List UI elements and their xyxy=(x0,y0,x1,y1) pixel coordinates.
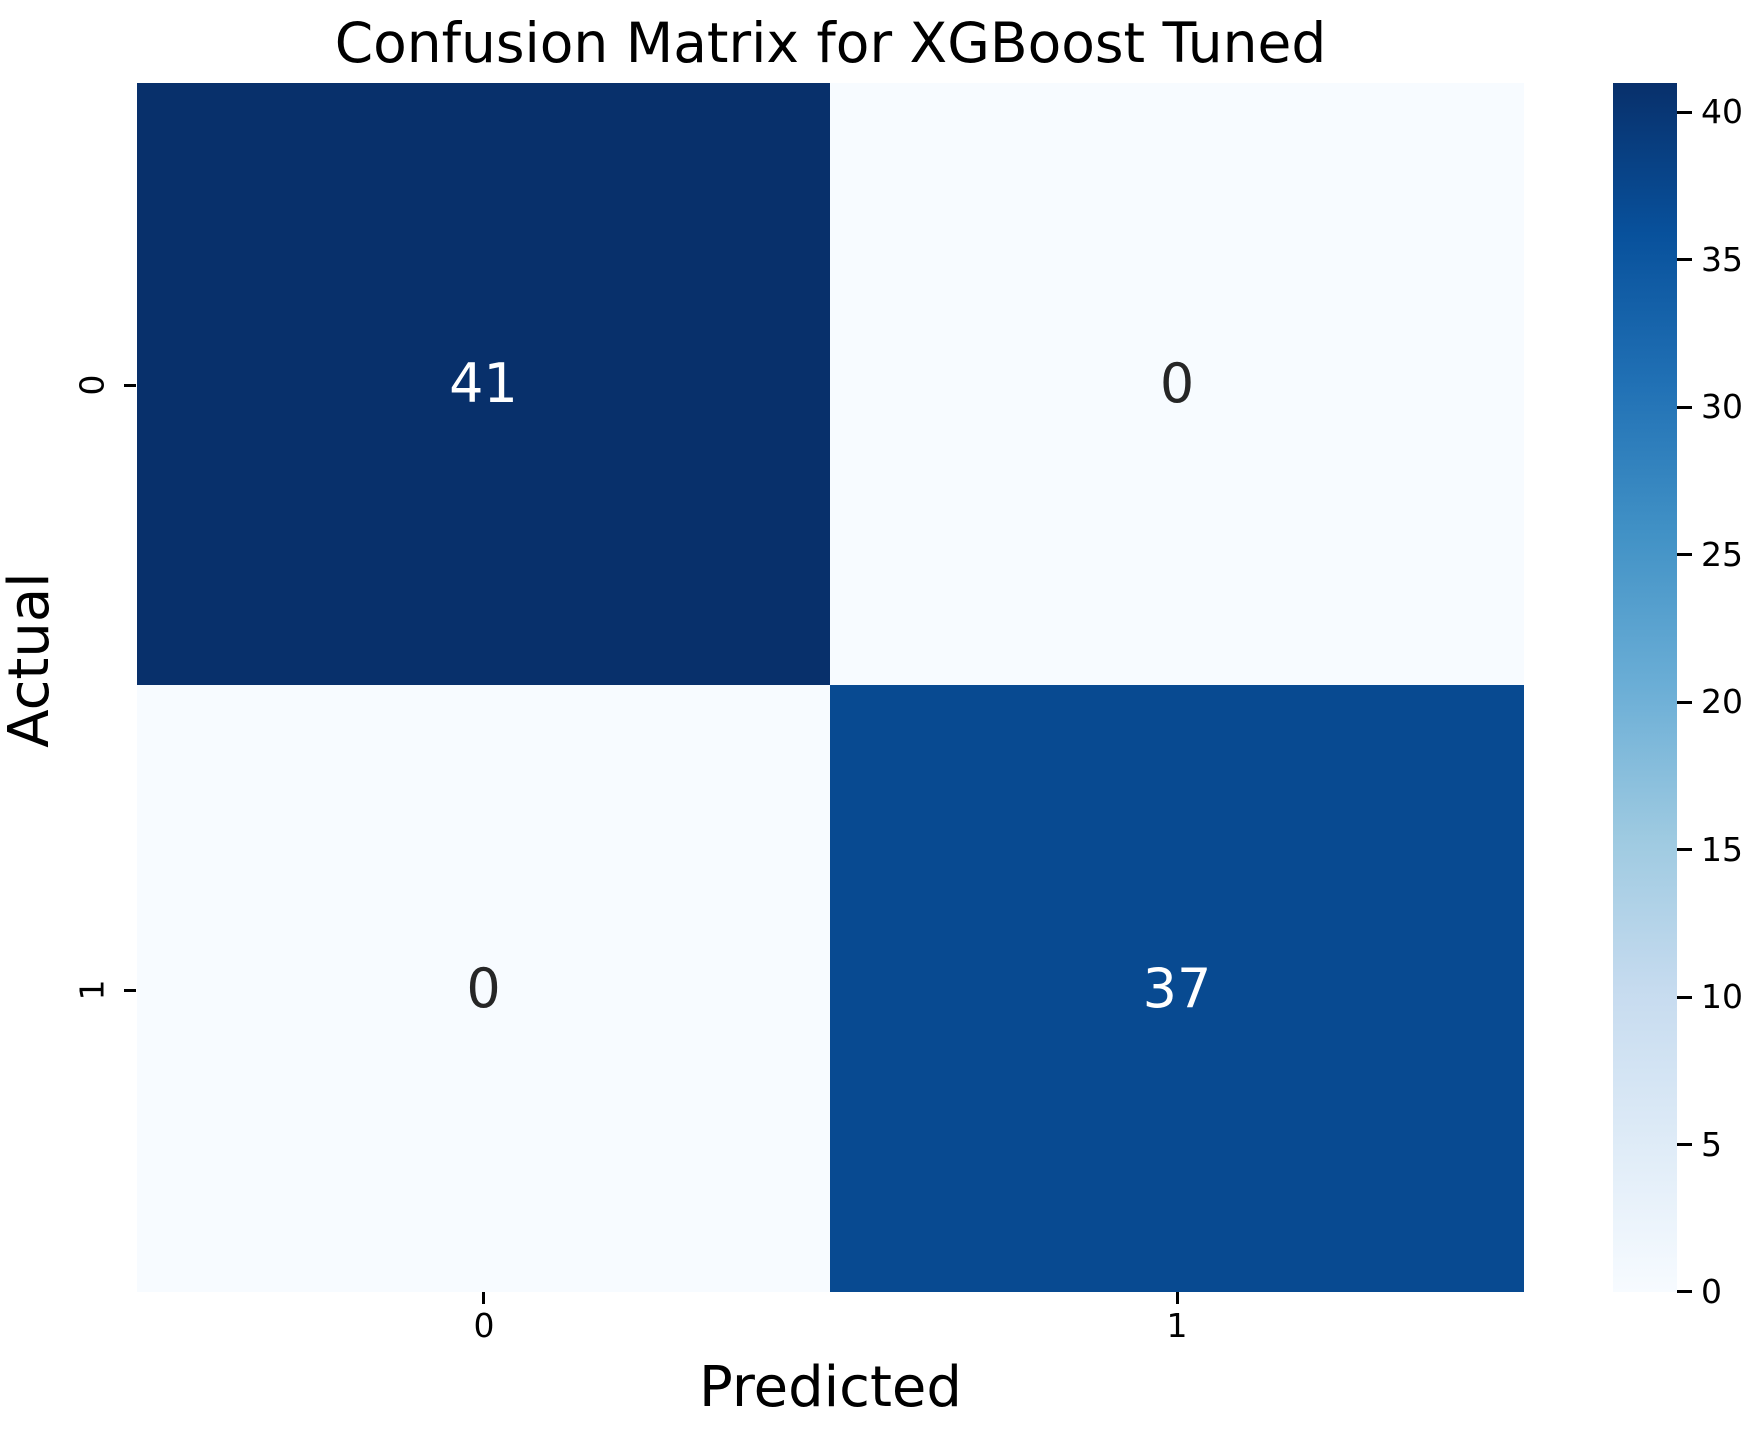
colorbar-tick-label-35: 35 xyxy=(1701,240,1743,279)
x-tick-mark-1 xyxy=(1176,1292,1179,1304)
colorbar-tick-label-5: 5 xyxy=(1701,1125,1722,1164)
cell-value: 41 xyxy=(449,352,518,415)
colorbar-tick-mark-30 xyxy=(1677,406,1692,409)
heatmap-cell-actual1-predicted0: 0 xyxy=(137,685,830,1292)
y-tick-label-1: 1 xyxy=(72,979,112,1001)
colorbar-tick-label-0: 0 xyxy=(1701,1272,1722,1311)
x-axis-label: Predicted xyxy=(699,1355,962,1420)
cell-value: 37 xyxy=(1142,956,1212,1020)
colorbar-tick-mark-40 xyxy=(1677,111,1692,114)
colorbar-tick-mark-10 xyxy=(1677,996,1692,999)
colorbar-tick-label-20: 20 xyxy=(1701,682,1743,721)
colorbar-tick-mark-5 xyxy=(1677,1143,1692,1146)
colorbar-tick-mark-15 xyxy=(1677,848,1692,851)
chart-title: Confusion Matrix for XGBoost Tuned xyxy=(334,11,1327,75)
heatmap-cell-actual0-predicted1: 0 xyxy=(830,83,1524,685)
heatmap-cell-actual1-predicted1: 37 xyxy=(830,685,1524,1292)
y-axis-label: Actual xyxy=(0,572,62,748)
heatmap-grid: 41 0 0 37 xyxy=(137,83,1524,1292)
heatmap-cell-actual0-predicted0: 41 xyxy=(137,83,830,685)
colorbar-tick-mark-0 xyxy=(1677,1290,1692,1293)
x-tick-label-0: 0 xyxy=(473,1306,495,1345)
cell-value: 0 xyxy=(1159,352,1195,415)
colorbar-tick-mark-20 xyxy=(1677,701,1692,704)
colorbar-tick-label-10: 10 xyxy=(1701,977,1743,1016)
y-tick-mark-0 xyxy=(124,384,136,387)
colorbar-tick-label-40: 40 xyxy=(1701,92,1743,131)
y-tick-label-0: 0 xyxy=(72,374,112,396)
colorbar-tick-mark-25 xyxy=(1677,553,1692,556)
colorbar-tick-label-15: 15 xyxy=(1701,830,1743,869)
x-tick-label-1: 1 xyxy=(1166,1306,1188,1345)
x-tick-mark-0 xyxy=(482,1292,485,1304)
y-tick-mark-1 xyxy=(124,989,136,992)
colorbar-tick-label-30: 30 xyxy=(1701,387,1743,426)
colorbar-tick-mark-35 xyxy=(1677,258,1692,261)
cell-value: 0 xyxy=(466,956,501,1020)
colorbar-tick-label-25: 25 xyxy=(1701,535,1743,574)
colorbar xyxy=(1613,83,1677,1292)
